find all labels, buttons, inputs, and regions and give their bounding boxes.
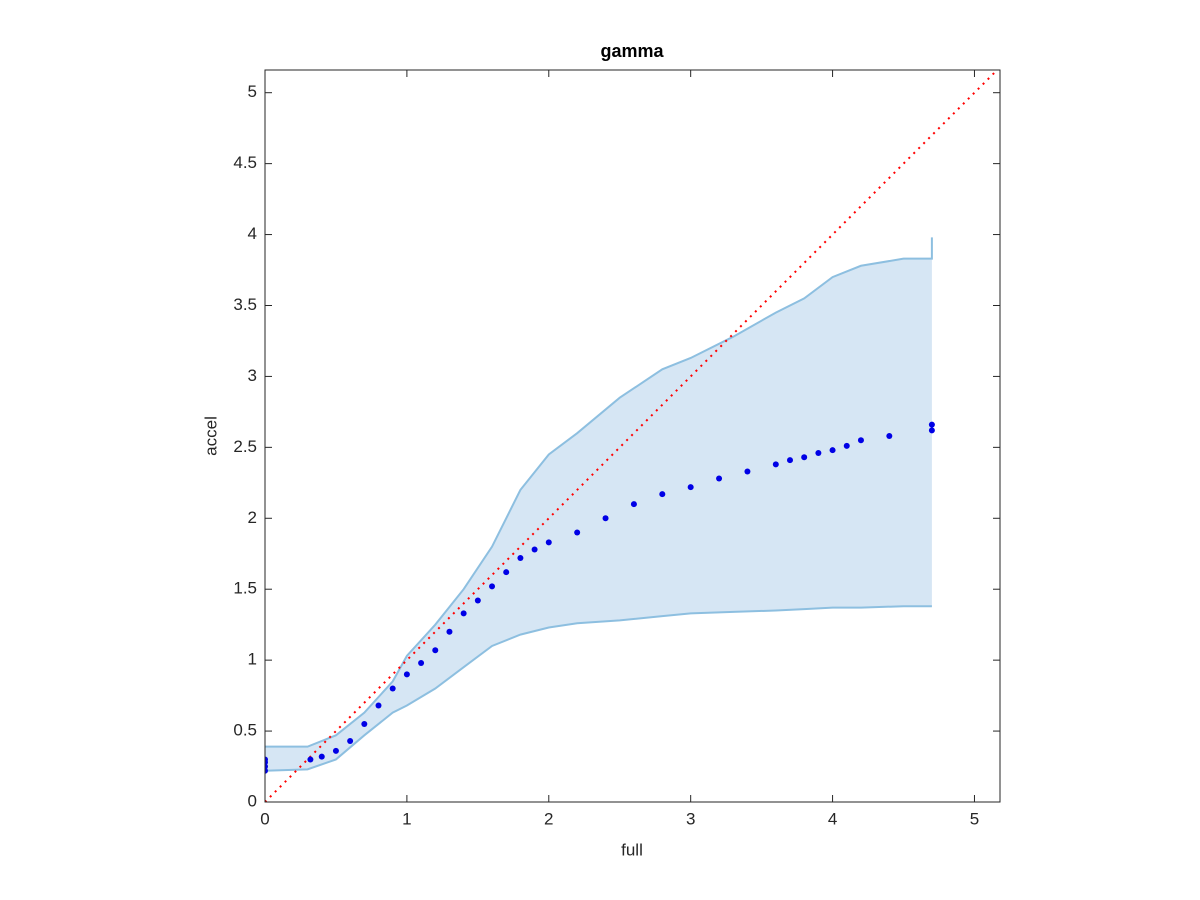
y-tick-label: 2.5 — [233, 437, 257, 456]
y-tick-label: 3.5 — [233, 295, 257, 314]
data-point — [474, 597, 481, 604]
data-point — [716, 475, 723, 482]
data-point — [389, 685, 396, 692]
data-point — [801, 454, 808, 461]
data-point — [489, 583, 496, 590]
data-point — [418, 659, 425, 666]
x-tick-label: 1 — [402, 809, 411, 828]
x-tick-label: 2 — [544, 809, 553, 828]
data-point — [843, 442, 850, 449]
x-tick-label: 4 — [828, 809, 837, 828]
y-tick-label: 4 — [248, 224, 257, 243]
data-point — [460, 610, 467, 617]
y-tick-label: 4.5 — [233, 153, 257, 172]
y-tick-label: 3 — [248, 366, 257, 385]
data-point — [318, 753, 325, 760]
data-point — [630, 501, 637, 508]
data-point — [928, 427, 935, 434]
data-point — [531, 546, 538, 553]
data-point — [659, 491, 666, 498]
data-point — [857, 437, 864, 444]
data-point — [347, 738, 354, 744]
chart-title: gamma — [600, 41, 664, 61]
band-fill — [265, 237, 932, 771]
data-point — [432, 647, 439, 654]
y-tick-label: 2 — [248, 508, 257, 527]
data-point — [602, 515, 609, 522]
data-point — [503, 569, 510, 576]
axes-box — [264, 69, 1001, 803]
data-point — [446, 628, 453, 635]
data-point — [361, 720, 368, 727]
data-point — [265, 756, 268, 763]
x-axis-label: full — [621, 840, 643, 859]
plot-area — [265, 70, 998, 802]
y-tick-label: 1.5 — [233, 579, 257, 598]
data-point — [574, 529, 581, 536]
data-point — [687, 484, 694, 491]
data-point — [744, 468, 751, 475]
y-axis-label: accel — [201, 416, 220, 456]
data-point — [772, 461, 779, 468]
x-tick-label: 3 — [686, 809, 695, 828]
y-tick-label: 5 — [248, 82, 257, 101]
data-point — [403, 671, 410, 678]
data-point — [787, 457, 793, 464]
data-point — [886, 433, 893, 439]
x-tick-label: 5 — [970, 809, 979, 828]
x-tick-label: 0 — [260, 809, 269, 828]
y-tick-label: 1 — [248, 650, 257, 669]
reference-line — [265, 70, 998, 802]
data-point — [545, 539, 552, 546]
data-point — [375, 702, 382, 709]
data-point — [517, 555, 524, 561]
y-tick-label: 0 — [248, 791, 257, 810]
data-point — [928, 421, 935, 428]
data-point — [307, 756, 314, 763]
y-tick-label: 0.5 — [233, 721, 257, 740]
band-upper — [265, 237, 933, 748]
data-point — [815, 450, 822, 457]
data-point — [332, 747, 339, 754]
band-lower — [265, 605, 932, 772]
data-point — [829, 447, 836, 454]
